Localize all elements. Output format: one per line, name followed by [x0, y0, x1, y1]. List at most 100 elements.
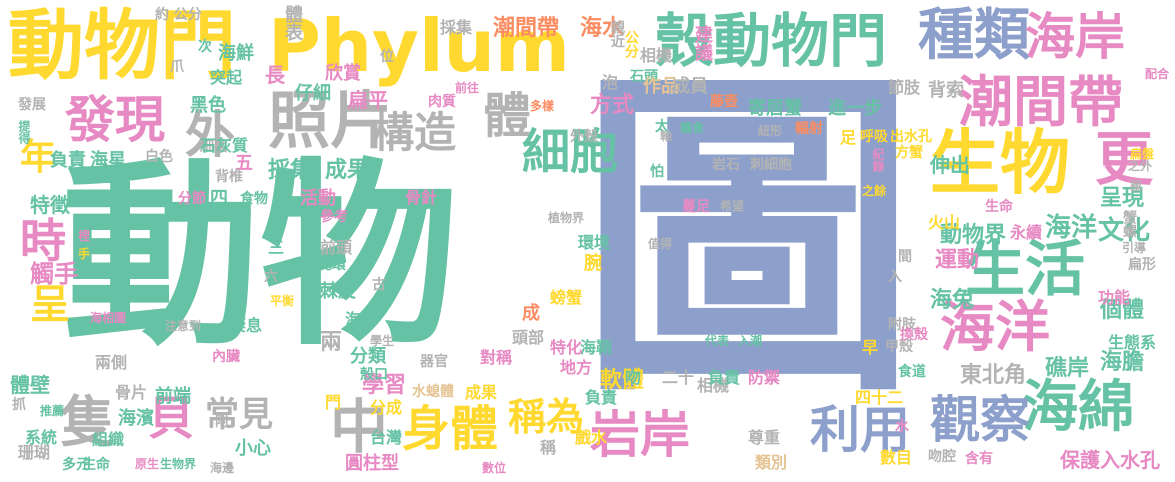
cloud-word: 海膽 [1100, 350, 1145, 375]
cloud-word: 食道 [898, 364, 926, 380]
cloud-word: 海水 [580, 16, 625, 41]
cloud-word: 配合 [1145, 67, 1170, 81]
cloud-word: 更 [1095, 125, 1154, 193]
cloud-word: 攝食 [680, 121, 705, 135]
cloud-word: 吻腔 [928, 449, 956, 465]
cloud-word: 前往 [455, 81, 480, 95]
cloud-word: 多元 [62, 457, 90, 473]
cloud-word: 極 [1130, 179, 1143, 193]
cloud-word: Phylum [268, 4, 570, 88]
cloud-word: 保護 [1060, 448, 1100, 472]
cloud-word: 蔓足 [682, 199, 710, 215]
cloud-word: 約 公分 [155, 7, 202, 23]
cloud-word: 地方 [560, 358, 593, 377]
cloud-word: 構造 [372, 108, 457, 157]
cloud-word: 照片 [268, 84, 393, 157]
cloud-word: 防禦 [748, 368, 781, 387]
cloud-word: 火山 [928, 213, 961, 232]
cloud-word: 間 [898, 249, 912, 265]
cloud-word: 光環 [318, 257, 346, 273]
cloud-word: 頭部 [512, 328, 545, 347]
cloud-word: 前頭 [320, 238, 353, 257]
cloud-word: 相機 [640, 46, 673, 65]
cloud-word: 呈 [30, 282, 70, 328]
cloud-word: 藤壺 [710, 94, 738, 110]
cloud-word: 時 [20, 214, 66, 268]
cloud-word: 入 [888, 269, 902, 285]
cloud-word: 類別 [755, 453, 788, 472]
cloud-word: 生活 [965, 235, 1085, 305]
cloud-word: 仔細 [295, 83, 331, 104]
cloud-word: 生物 [930, 122, 1070, 204]
cloud-word: 螃蟹 [550, 288, 583, 307]
cloud-word: 生命 [985, 199, 1013, 215]
cloud-word: 泡 [602, 73, 619, 92]
cloud-word: 植物界 [548, 211, 585, 225]
cloud-word: 腕 [584, 253, 602, 274]
cloud-word: 骨針 [405, 188, 438, 207]
cloud-word: 公分 [623, 30, 639, 58]
cloud-word: 身體 [402, 401, 499, 457]
cloud-word: 海鞘 [580, 338, 613, 357]
cloud-word: 提得 [17, 120, 31, 144]
cloud-word: 棲息 [230, 316, 263, 335]
cloud-word: 器官 [420, 354, 448, 370]
cloud-word: 海濱 [118, 408, 154, 429]
cloud-word: 出水孔 [890, 129, 932, 145]
cloud-word: 採集 [440, 18, 473, 37]
cloud-word: 潮間帶 [493, 16, 560, 41]
cloud-word: 體 [483, 88, 532, 144]
cloud-word: 海兔 [930, 288, 975, 313]
cloud-word: 特徵 [30, 193, 70, 217]
cloud-word: 台灣 [370, 428, 403, 447]
cloud-word: 長 [265, 63, 285, 87]
cloud-word: 入水孔 [1100, 448, 1160, 472]
cloud-word: 內臟 [212, 349, 240, 365]
cloud-word: 岩岸 [590, 406, 690, 464]
cloud-word: 骨片 [115, 383, 148, 402]
cloud-word: 附肢 [888, 317, 916, 333]
cloud-word: 生態系 [1108, 333, 1157, 352]
cloud-word: 活動 [300, 188, 336, 209]
cloud-word: 對稱 [480, 348, 513, 367]
cloud-word: 食物 [240, 191, 268, 207]
cloud-word: 肉質 [428, 94, 456, 110]
cloud-word: 足 [840, 128, 857, 147]
cloud-word: 含有 [965, 451, 993, 467]
cloud-word: 背椎 [215, 169, 243, 185]
cloud-word: 成果 [465, 383, 498, 402]
cloud-word: 數目 [880, 448, 913, 467]
cloud-word: 貝 [148, 391, 194, 445]
cloud-word: 推薦 [40, 404, 65, 418]
cloud-word: 平衡 [270, 294, 295, 308]
cloud-word: 節肢 [888, 78, 921, 97]
cloud-word: 負責 [585, 388, 618, 407]
cloud-word: 方蟹 [895, 145, 923, 161]
cloud-word: 之外 [1128, 159, 1153, 173]
cloud-word: 體壁 [10, 373, 50, 397]
cloud-word: 海岸 [1025, 8, 1125, 66]
cloud-word: 蟹螺 [1121, 210, 1137, 238]
cloud-word: 文化 [1098, 216, 1151, 246]
cloud-word: 五 [235, 153, 253, 174]
cloud-word: 進一步 [828, 98, 882, 119]
cloud-word: 觀察 [930, 391, 1030, 449]
cloud-word: 東北角 [960, 363, 1027, 388]
cloud-word: 代表 [705, 334, 730, 348]
cloud-word: 分類 [350, 346, 386, 367]
cloud-word: 成 [522, 303, 540, 324]
cloud-word: 扁形 [1128, 257, 1156, 273]
cloud-word: 運動 [935, 248, 980, 273]
cloud-word: 紐形 [758, 124, 783, 138]
cloud-word: 動物門 [8, 1, 236, 90]
cloud-word: 建議 [692, 25, 713, 61]
cloud-word: 殼動物門 [655, 7, 888, 75]
cloud-word: 海邊 [210, 461, 235, 475]
cloud-word: 珊瑚 [18, 443, 51, 462]
cloud-word: 四十二 [855, 388, 904, 407]
cloud-word: 成果 [325, 158, 370, 183]
cloud-word: 黑色 [190, 95, 226, 116]
cloud-word: 分成 [370, 398, 403, 417]
cloud-word: 負責 [50, 150, 86, 171]
cloud-word: 系統 [25, 428, 58, 447]
